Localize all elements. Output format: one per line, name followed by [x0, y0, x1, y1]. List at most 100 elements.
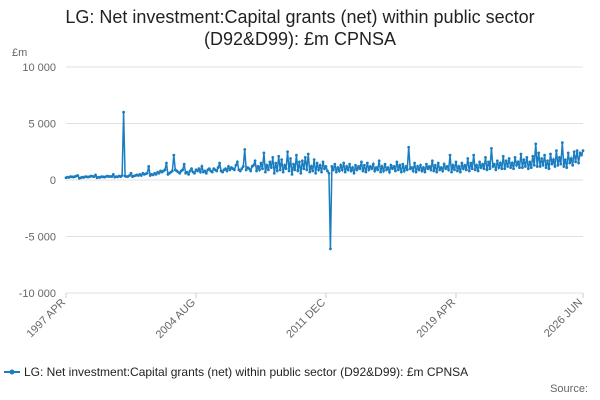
point — [389, 163, 393, 167]
point — [303, 156, 307, 159]
point — [324, 165, 328, 168]
point — [302, 167, 306, 171]
point — [581, 149, 585, 153]
point — [275, 169, 279, 173]
point — [373, 169, 377, 173]
point — [370, 167, 374, 171]
point — [235, 160, 239, 164]
point — [534, 142, 538, 146]
point — [470, 167, 474, 171]
point — [215, 169, 219, 173]
point — [451, 163, 455, 167]
point — [308, 170, 312, 174]
point — [207, 167, 211, 171]
point — [331, 168, 335, 172]
point — [464, 168, 468, 172]
point — [247, 167, 251, 171]
point — [568, 161, 572, 165]
point — [185, 170, 189, 174]
point — [433, 163, 437, 167]
point — [365, 161, 369, 165]
point — [419, 163, 422, 167]
point — [281, 170, 285, 174]
point — [504, 159, 508, 163]
point — [172, 153, 176, 157]
point — [467, 169, 471, 173]
point — [555, 149, 558, 153]
point — [216, 166, 220, 169]
point — [432, 169, 436, 173]
x-tick-label: 2026 JUN — [542, 297, 585, 340]
point — [578, 151, 582, 155]
point — [351, 166, 354, 169]
point — [377, 159, 381, 163]
point — [210, 170, 214, 174]
point — [519, 152, 523, 156]
point — [243, 148, 247, 151]
point — [522, 158, 526, 162]
point — [553, 165, 557, 168]
point — [484, 156, 487, 159]
point — [286, 150, 289, 154]
point — [320, 170, 323, 174]
point — [574, 160, 578, 164]
point — [460, 161, 464, 165]
point — [476, 169, 480, 173]
point — [317, 168, 320, 172]
point — [414, 170, 418, 174]
point — [145, 171, 149, 175]
point — [535, 165, 539, 168]
point — [292, 162, 295, 166]
point — [473, 168, 477, 172]
point — [339, 163, 343, 167]
point — [283, 163, 287, 167]
point — [458, 170, 462, 174]
point — [444, 167, 448, 171]
point — [346, 168, 350, 172]
point — [296, 169, 300, 173]
point — [312, 158, 316, 162]
point — [266, 168, 270, 172]
point — [269, 166, 273, 169]
y-tick-label: -5 000 — [25, 232, 56, 244]
point — [435, 170, 439, 174]
point — [253, 159, 257, 163]
point — [405, 168, 409, 172]
point — [326, 169, 329, 173]
point — [238, 169, 242, 173]
point — [495, 159, 499, 163]
x-tick-label: 2019 APR — [415, 297, 459, 341]
point — [556, 163, 560, 167]
point — [368, 165, 372, 168]
point — [364, 170, 368, 174]
point — [492, 162, 496, 166]
point — [463, 163, 467, 167]
point — [234, 163, 238, 167]
x-tick-label: 2011 DEC — [284, 297, 328, 341]
point — [306, 152, 310, 156]
point — [240, 167, 244, 171]
y-tick-label: -10 000 — [19, 288, 56, 300]
point — [518, 166, 521, 169]
point — [490, 146, 493, 150]
point — [552, 158, 555, 162]
point — [200, 165, 204, 168]
series-line — [65, 112, 584, 249]
point — [297, 160, 301, 164]
point — [528, 160, 532, 164]
point — [541, 163, 545, 167]
point — [228, 168, 232, 172]
point — [187, 172, 191, 176]
point — [340, 168, 344, 172]
point — [438, 168, 442, 172]
point — [163, 168, 167, 172]
point — [563, 158, 567, 162]
point — [487, 160, 490, 164]
point — [258, 168, 261, 172]
point — [204, 171, 208, 175]
point — [454, 160, 458, 164]
point — [497, 166, 501, 169]
legend-label: LG: Net investment:Capital grants (net) … — [24, 365, 468, 379]
source: Source: — [550, 383, 588, 395]
